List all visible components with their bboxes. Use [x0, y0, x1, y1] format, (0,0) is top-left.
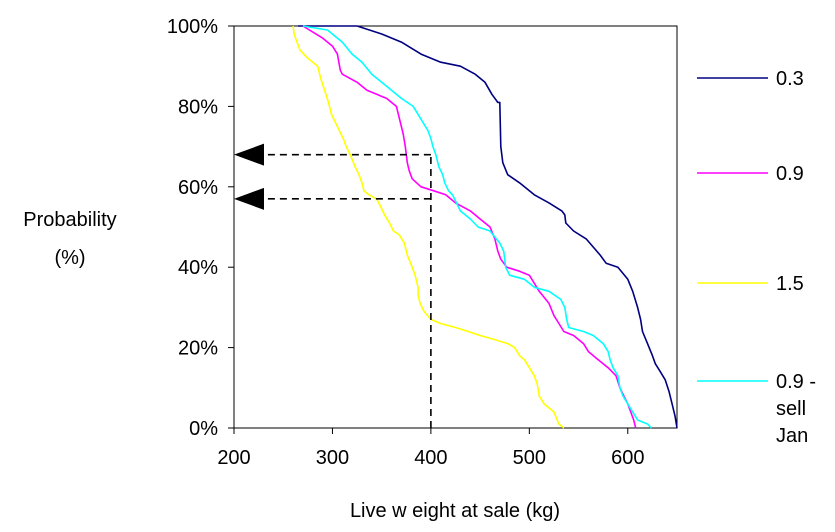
series-line: [302, 25, 637, 429]
plot-frame: [233, 25, 678, 429]
y-axis-title-line2: (%): [54, 247, 85, 269]
series-line: [298, 25, 678, 429]
series-line: [302, 25, 652, 429]
x-tick-label: 200: [217, 447, 250, 469]
series-line: [292, 25, 565, 429]
arrow-head: [234, 143, 264, 166]
x-tick-label: 600: [611, 447, 644, 469]
legend-label: 0.3: [776, 68, 804, 90]
axes-layer: 200 300 400 500 600 0% 20% 40% 60% 80% 100%: [167, 16, 645, 469]
y-tick-label: 40%: [178, 257, 218, 279]
y-tick-label: 100%: [167, 16, 218, 38]
y-tick-label: 80%: [178, 96, 218, 118]
legend-label: 1.5: [776, 273, 804, 295]
legend-label: 0.9 -sell Jan: [776, 371, 816, 447]
x-axis-title: Live w eight at sale (kg): [350, 500, 560, 522]
x-tick-label: 500: [513, 447, 546, 469]
x-tick-label: 400: [414, 447, 447, 469]
legend: 0.3 0.9 1.5 0.9 -sell Jan: [697, 68, 816, 447]
annotation-layer: [234, 143, 432, 428]
series-layer: [292, 25, 678, 429]
legend-label: 0.9: [776, 163, 804, 185]
x-tick-label: 300: [316, 447, 349, 469]
y-tick-label: 60%: [178, 177, 218, 199]
y-axis-title-line1: Probability: [23, 209, 116, 231]
y-tick-label: 0%: [189, 418, 218, 440]
y-tick-label: 20%: [178, 338, 218, 360]
arrow-head: [234, 187, 264, 210]
